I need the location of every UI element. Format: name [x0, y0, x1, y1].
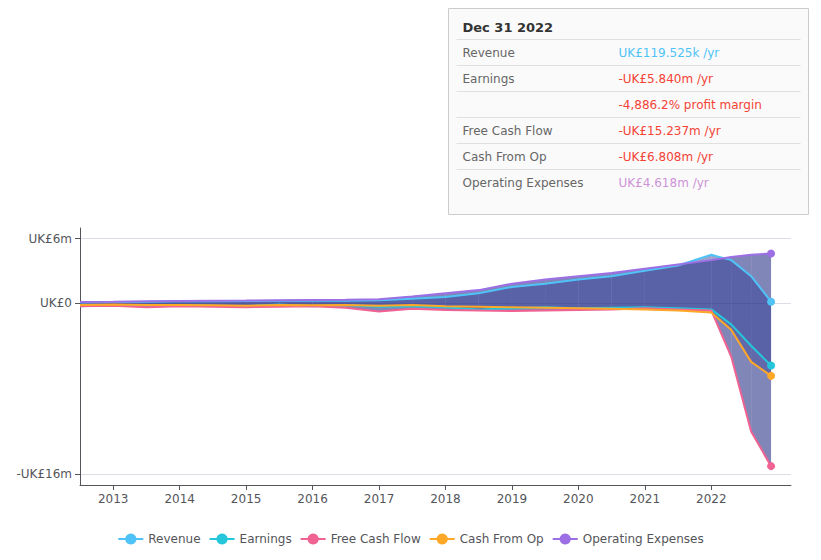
svg-text:UK£119.525k /yr: UK£119.525k /yr	[619, 46, 720, 60]
svg-text:2018: 2018	[430, 492, 461, 506]
svg-text:Free Cash Flow: Free Cash Flow	[463, 124, 553, 138]
svg-text:-UK£5.840m /yr: -UK£5.840m /yr	[619, 72, 714, 86]
svg-text:2021: 2021	[630, 492, 661, 506]
svg-text:UK£4.618m /yr: UK£4.618m /yr	[619, 176, 709, 190]
svg-text:Earnings: Earnings	[463, 72, 515, 86]
svg-text:2014: 2014	[164, 492, 195, 506]
svg-text:2017: 2017	[364, 492, 395, 506]
svg-text:Dec 31 2022: Dec 31 2022	[463, 20, 554, 35]
svg-text:UK£6m: UK£6m	[28, 232, 72, 246]
svg-text:Earnings: Earnings	[240, 532, 292, 546]
svg-text:Operating Expenses: Operating Expenses	[583, 532, 704, 546]
svg-text:2020: 2020	[563, 492, 594, 506]
svg-text:Revenue: Revenue	[463, 46, 515, 60]
svg-text:Cash From Op: Cash From Op	[460, 532, 544, 546]
svg-text:-4,886.2% profit margin: -4,886.2% profit margin	[619, 98, 762, 112]
svg-text:UK£0: UK£0	[40, 296, 72, 310]
svg-text:-UK£16m: -UK£16m	[16, 467, 72, 481]
svg-text:2016: 2016	[297, 492, 328, 506]
svg-text:-UK£15.237m /yr: -UK£15.237m /yr	[619, 124, 721, 138]
svg-text:Cash From Op: Cash From Op	[463, 150, 547, 164]
svg-text:Free Cash Flow: Free Cash Flow	[331, 532, 421, 546]
svg-text:2019: 2019	[497, 492, 528, 506]
svg-text:2013: 2013	[98, 492, 129, 506]
svg-text:2015: 2015	[231, 492, 262, 506]
svg-text:Revenue: Revenue	[148, 532, 200, 546]
svg-text:-UK£6.808m /yr: -UK£6.808m /yr	[619, 150, 714, 164]
svg-text:2022: 2022	[696, 492, 727, 506]
svg-text:Operating Expenses: Operating Expenses	[463, 176, 584, 190]
